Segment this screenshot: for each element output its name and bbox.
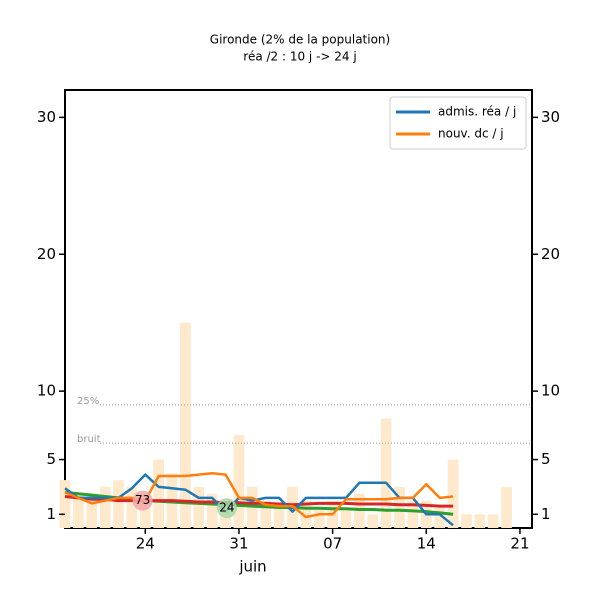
bar — [260, 500, 272, 528]
bar — [300, 500, 312, 528]
bar — [139, 500, 151, 528]
bar — [407, 500, 419, 528]
bar — [380, 418, 392, 528]
x-tick-label: 14 — [417, 535, 436, 553]
bar — [447, 459, 459, 528]
x-tick-label: 31 — [229, 535, 248, 553]
bar — [434, 507, 446, 528]
marker-label: 24 — [219, 501, 234, 515]
y-tick-label: 30 — [37, 108, 56, 126]
bar — [461, 514, 472, 528]
bar — [313, 507, 325, 528]
bar — [113, 480, 124, 528]
y2-tick-label: 20 — [541, 245, 560, 263]
marker — [132, 490, 153, 511]
threshold-label: bruit — [77, 434, 101, 445]
bar — [73, 493, 84, 528]
bar — [193, 486, 205, 528]
bar — [99, 486, 111, 528]
y-tick-label: 5 — [46, 450, 56, 468]
y2-tick-label: 5 — [541, 450, 551, 468]
bar — [153, 459, 165, 528]
bar — [180, 322, 191, 528]
legend-box — [389, 96, 527, 150]
x-tick-label: 07 — [323, 535, 342, 553]
x-tick-label: 24 — [136, 535, 155, 553]
bar — [487, 514, 499, 528]
y-tick-label: 10 — [37, 382, 56, 400]
bar — [474, 514, 486, 528]
chart-title: Gironde (2% de la population) — [210, 33, 390, 47]
marker-label: 73 — [135, 493, 150, 507]
series-line — [64, 472, 454, 519]
y2-tick-label: 1 — [541, 505, 551, 523]
bar — [126, 486, 138, 528]
bar — [273, 507, 285, 528]
x-tick-label: 21 — [510, 535, 529, 553]
y2-tick-label: 30 — [541, 108, 560, 126]
plot-frame — [64, 89, 533, 529]
marker — [216, 498, 237, 519]
series-line — [64, 473, 454, 527]
bar — [59, 480, 71, 528]
x-axis-label: juin — [238, 558, 266, 576]
y-tick-label: 1 — [46, 505, 56, 523]
y-tick-label: 20 — [37, 245, 56, 263]
bar — [86, 500, 98, 528]
bar — [501, 486, 512, 528]
trend-line — [64, 495, 454, 508]
legend-label: nouv. dc / j — [438, 127, 504, 141]
bar — [367, 514, 379, 528]
legend-label: admis. réa / j — [438, 105, 516, 119]
bar — [340, 507, 352, 528]
chart-subtitle: réa /2 : 10 j -> 24 j — [243, 50, 356, 64]
y2-tick-label: 10 — [541, 382, 560, 400]
threshold-label: 25% — [77, 396, 99, 407]
bar — [233, 434, 245, 528]
bar — [206, 493, 218, 528]
bar — [394, 486, 405, 528]
